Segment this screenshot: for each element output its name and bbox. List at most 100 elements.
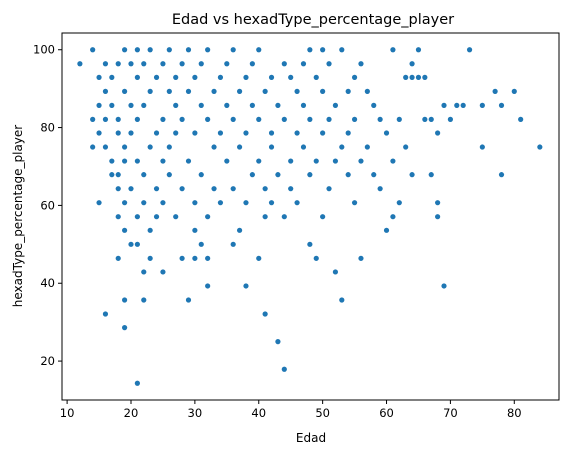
data-point [326,186,332,192]
data-point [364,144,370,150]
data-point [173,102,179,108]
x-tick-label: 70 [443,406,458,420]
data-point [122,144,128,150]
data-point [383,227,390,233]
data-point [109,102,115,108]
data-point [230,47,236,53]
data-point [236,88,243,94]
data-point [205,116,211,122]
chart-title: Edad vs hexadType_percentage_player [172,12,454,28]
data-point [243,200,249,206]
data-point [179,255,185,261]
data-point [249,172,255,178]
data-point [115,214,121,220]
data-point [134,74,140,80]
data-point [205,47,211,53]
data-point [192,130,198,136]
data-point [256,255,262,261]
data-point [275,339,281,345]
data-point [307,116,313,122]
data-point [224,61,230,67]
data-point [371,102,377,108]
data-point [166,88,172,94]
data-point [211,144,217,150]
data-point [128,241,134,247]
data-point [339,47,345,53]
data-point [256,47,262,53]
data-point [90,144,96,150]
data-point [153,130,160,136]
x-tick-label: 10 [60,406,75,420]
data-point [275,102,281,108]
data-point [383,130,390,136]
data-point [320,214,326,220]
data-point [141,269,147,275]
data-point [147,227,153,233]
data-point [435,200,441,206]
data-point [236,144,243,150]
data-point [281,61,287,67]
data-point [351,200,358,206]
data-point [390,214,396,220]
data-point [262,311,268,317]
data-point [243,130,249,136]
data-point [415,74,422,80]
data-point [447,116,453,122]
data-point [377,116,383,122]
data-point [351,116,358,122]
data-point [122,227,128,233]
data-point [268,200,275,206]
data-point [339,297,345,303]
data-point [428,116,434,122]
data-point [518,116,524,122]
data-point [166,144,172,150]
data-point [185,88,192,94]
data-point [288,158,294,164]
data-point [435,130,441,136]
data-point [358,255,364,261]
data-point [160,200,166,206]
data-point [339,144,345,150]
data-point [479,102,485,108]
data-point [428,172,434,178]
data-point [90,116,96,122]
data-point [134,214,140,220]
data-point [109,172,115,178]
data-point [313,255,319,261]
data-point [281,214,287,220]
data-point [268,144,275,150]
data-point [134,380,140,386]
data-point [147,47,153,53]
x-axis-label: Edad [296,431,326,445]
data-point [249,61,255,67]
data-point [498,172,505,178]
data-point [332,102,339,108]
data-point [332,158,339,164]
data-point [160,116,166,122]
data-point [141,200,147,206]
data-point [435,214,441,220]
data-point [345,88,351,94]
data-point [320,130,326,136]
data-point [217,74,224,80]
data-point [96,130,102,136]
data-point [115,172,121,178]
data-point [409,61,415,67]
data-point [134,158,140,164]
data-point [185,47,192,53]
data-point [141,172,147,178]
data-point [134,116,140,122]
data-point [141,102,147,108]
x-tick-label: 30 [188,406,203,420]
data-point [166,172,172,178]
x-tick-label: 50 [315,406,330,420]
points-layer [77,47,543,386]
x-tick-label: 40 [251,406,266,420]
data-point [511,88,517,94]
data-point [109,158,115,164]
data-point [320,88,326,94]
data-point [288,186,294,192]
data-point [173,74,179,80]
data-point [294,88,300,94]
data-point [268,130,275,136]
